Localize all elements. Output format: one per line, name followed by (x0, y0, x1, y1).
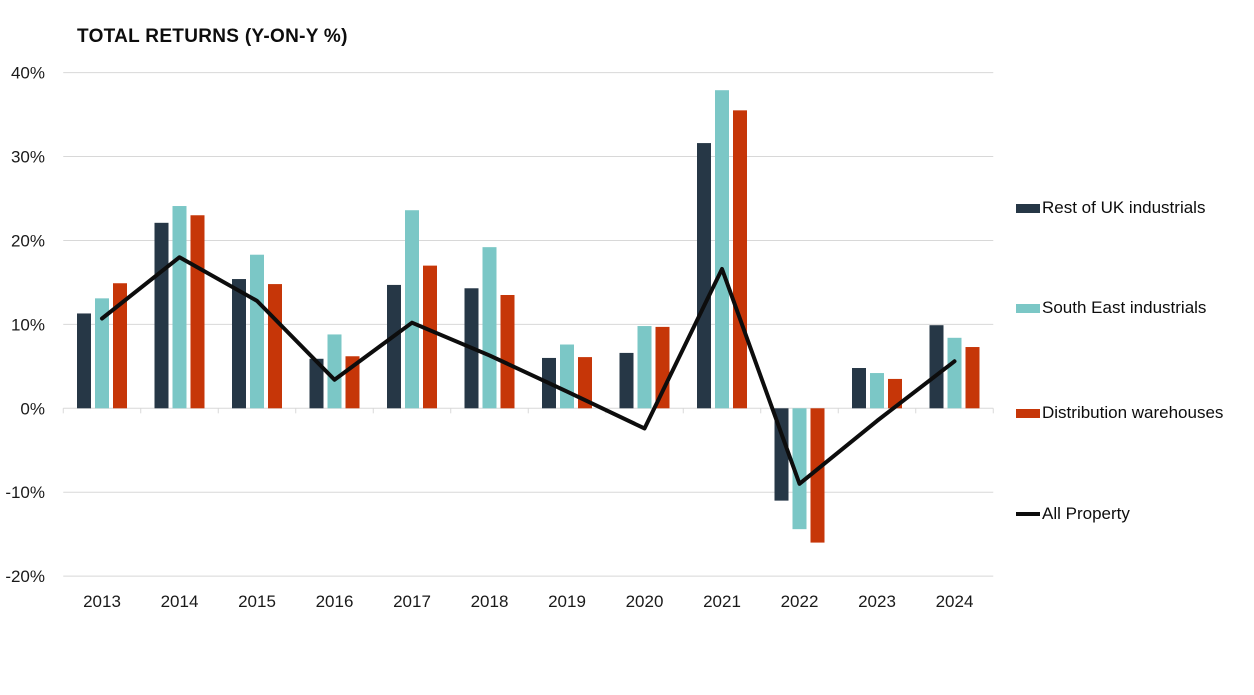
legend-swatch-south-east-industrials (1016, 303, 1040, 313)
y-axis-tick-label: 40% (11, 64, 45, 83)
bar-south-east-industrials (172, 206, 187, 409)
legend-label: All Property (1042, 504, 1130, 523)
legend-swatch-distribution-warehouses (1016, 408, 1040, 418)
y-axis-tick-label: 30% (11, 148, 45, 167)
bar-distribution-warehouses (810, 408, 825, 543)
y-axis-tick-label: 0% (20, 399, 45, 418)
legend-label: Distribution warehouses (1042, 403, 1224, 422)
x-axis-tick-label: 2022 (781, 592, 819, 611)
bar-distribution-warehouses (190, 215, 205, 409)
chart-legend: Rest of UK industrials South East indust… (1016, 0, 1254, 695)
x-axis-tick-label: 2023 (858, 592, 896, 611)
x-axis-tick-label: 2016 (316, 592, 354, 611)
legend-swatch-all-property-line (1016, 512, 1040, 516)
bar-south-east-industrials (715, 90, 729, 409)
bar-rest-of-uk-industrials (774, 408, 789, 501)
x-axis-tick-label: 2021 (703, 592, 741, 611)
x-axis-tick-label: 2014 (161, 592, 199, 611)
bar-south-east-industrials (870, 373, 884, 409)
legend-item-south-east-industrials: South East industrials (1016, 298, 1206, 318)
bar-rest-of-uk-industrials (77, 313, 91, 409)
x-axis-tick-label: 2020 (626, 592, 664, 611)
bar-south-east-industrials (327, 334, 342, 409)
x-axis-tick-label: 2013 (83, 592, 121, 611)
bar-south-east-industrials (250, 254, 264, 409)
bar-south-east-industrials (95, 298, 109, 409)
x-axis-tick-label: 2019 (548, 592, 586, 611)
y-axis-tick-label: -20% (5, 567, 45, 586)
x-axis-tick-label: 2015 (238, 592, 276, 611)
bar-south-east-industrials (405, 210, 419, 409)
bar-distribution-warehouses (888, 378, 902, 409)
bar-rest-of-uk-industrials (852, 368, 866, 409)
bar-distribution-warehouses (268, 284, 282, 409)
chart-title: TOTAL RETURNS (Y-ON-Y %) (77, 26, 348, 47)
bar-distribution-warehouses (423, 265, 437, 409)
bar-distribution-warehouses (965, 347, 980, 409)
x-axis-tick-label: 2017 (393, 592, 431, 611)
bar-distribution-warehouses (578, 357, 592, 409)
y-axis-tick-label: 10% (11, 315, 45, 334)
bar-south-east-industrials (482, 247, 497, 409)
y-axis-tick-label: 20% (11, 231, 45, 250)
bar-rest-of-uk-industrials (154, 222, 169, 409)
legend-label: Rest of UK industrials (1042, 198, 1206, 217)
legend-swatch-rest-of-uk-industrials (1016, 203, 1040, 213)
bar-rest-of-uk-industrials (387, 284, 401, 409)
x-axis-tick-label: 2018 (471, 592, 509, 611)
bar-rest-of-uk-industrials (619, 352, 634, 409)
legend-item-distribution-warehouses: Distribution warehouses (1016, 403, 1223, 423)
bar-rest-of-uk-industrials (929, 325, 944, 409)
all-property-line (100, 255, 957, 486)
bar-distribution-warehouses (500, 294, 515, 409)
bar-south-east-industrials (560, 344, 574, 409)
legend-label: South East industrials (1042, 298, 1207, 317)
bar-distribution-warehouses (113, 283, 127, 409)
legend-item-rest-of-uk-industrials: Rest of UK industrials (1016, 198, 1205, 218)
legend-item-all-property: All Property (1016, 504, 1130, 524)
bar-distribution-warehouses (655, 326, 670, 409)
bar-distribution-warehouses (733, 110, 747, 409)
bar-south-east-industrials (637, 326, 652, 409)
bar-south-east-industrials (792, 408, 807, 530)
bar-rest-of-uk-industrials (697, 143, 711, 409)
y-axis-tick-label: -10% (5, 483, 45, 502)
bar-rest-of-uk-industrials (309, 358, 324, 409)
bar-south-east-industrials (947, 337, 962, 409)
x-axis-tick-label: 2024 (936, 592, 974, 611)
bar-rest-of-uk-industrials (232, 279, 246, 409)
